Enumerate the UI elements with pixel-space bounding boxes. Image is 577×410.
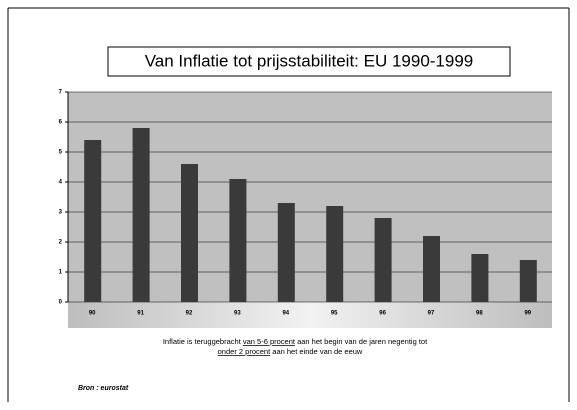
x-tick-label: 97 [428,311,435,317]
y-tick-label: 7 [59,90,63,96]
y-tick-label: 3 [59,210,63,216]
y-tick-label: 2 [59,240,63,246]
y-tick-label: 6 [59,120,63,126]
caption: onder 2 procent aan het einde van de eeu… [218,347,363,356]
y-tick-label: 1 [59,270,63,276]
bar [229,179,247,302]
chart-title: Van Inflatie tot prijsstabiliteit: EU 19… [145,51,474,70]
bar [423,236,440,302]
x-tick-label: 92 [186,311,193,317]
title-box [107,46,511,77]
y-tick-label: 4 [59,180,63,186]
bar [277,203,295,302]
x-tick-label: 95 [331,311,338,317]
caption-part: onder 2 procent [218,347,271,356]
bar [471,254,489,302]
x-tick-label: 99 [524,311,531,317]
bar [181,164,198,302]
bar [132,128,150,302]
y-tick-label: 5 [59,150,63,156]
x-axis-band [68,302,552,328]
source: Bron : eurostat [78,385,129,392]
bar [326,206,344,302]
x-tick-label: 91 [137,311,144,317]
bar [84,140,102,302]
x-tick-label: 98 [476,311,483,317]
x-tick-label: 93 [234,311,241,317]
caption-part: aan het begin van de jaren negentig tot [295,337,428,346]
caption-part: aan het einde van de eeuw [270,347,363,356]
x-tick-label: 94 [282,311,289,317]
y-tick-label: 0 [59,300,63,306]
caption-part: van 5-6 procent [243,337,296,346]
x-tick-label: 96 [379,311,386,317]
bar [519,260,537,302]
bar [374,218,392,302]
x-tick-label: 90 [89,311,96,317]
caption-part: Inflatie is teruggebracht [163,337,243,346]
caption: Inflatie is teruggebracht van 5-6 procen… [163,337,428,346]
